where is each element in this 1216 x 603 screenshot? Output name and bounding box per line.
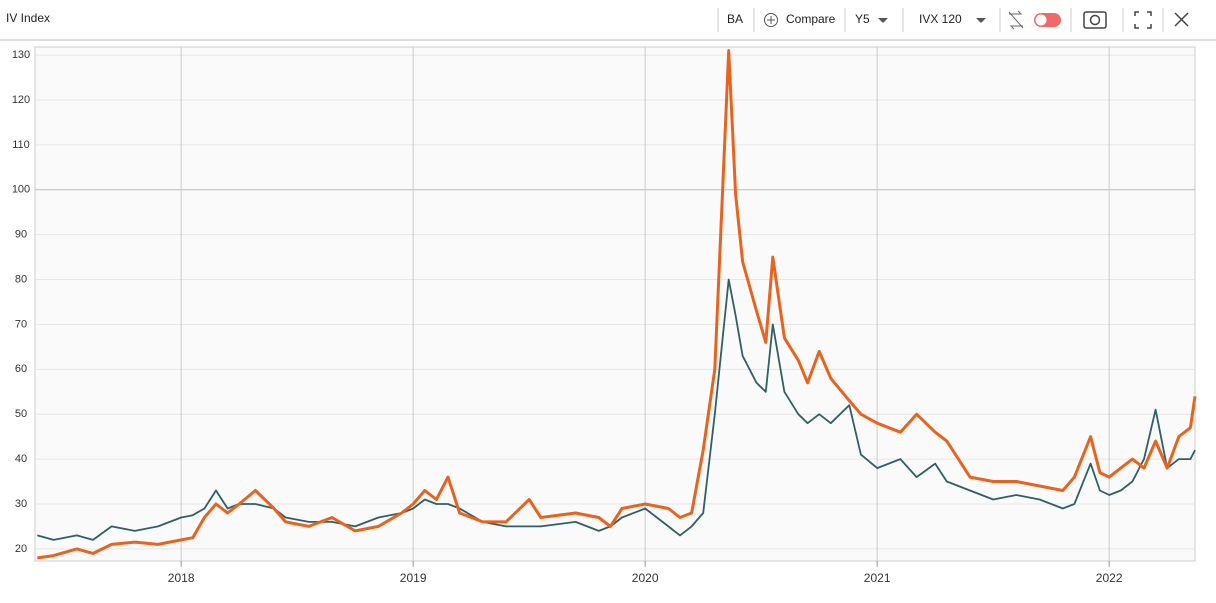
- x-tick-label: 2018: [168, 571, 195, 585]
- y-tick-label: 40: [15, 453, 27, 465]
- close-icon[interactable]: [1174, 12, 1189, 27]
- symbol[interactable]: BA: [727, 12, 743, 26]
- y-tick-label: 110: [12, 139, 30, 151]
- period-select[interactable]: Y5: [855, 12, 870, 26]
- y-tick-label: 70: [15, 318, 27, 330]
- toggle-knob: [1035, 14, 1047, 26]
- x-tick-label: 2022: [1096, 571, 1123, 585]
- camera-lens: [1089, 14, 1101, 26]
- add-icon[interactable]: [764, 13, 778, 27]
- y-tick-label: 100: [12, 184, 30, 196]
- fullscreen-icon[interactable]: [1134, 11, 1152, 29]
- plot-area: [34, 46, 1196, 562]
- y-tick-label: 60: [15, 363, 27, 375]
- x-tick-label: 2019: [400, 571, 427, 585]
- y-tick-label: 130: [12, 49, 30, 61]
- y-tick-label: 120: [12, 94, 30, 106]
- y-tick-label: 30: [15, 498, 27, 510]
- y-tick-label: 90: [15, 229, 27, 241]
- dropdown-arrow[interactable]: [976, 18, 986, 23]
- y-tick-label: 80: [15, 273, 27, 285]
- series-line: [37, 49, 1197, 560]
- chart-title: IV Index: [6, 11, 50, 25]
- series-line: [37, 278, 1196, 541]
- y-tick-label: 50: [15, 408, 27, 420]
- x-tick-label: 2020: [632, 571, 659, 585]
- measure-select[interactable]: IVX 120: [919, 12, 962, 26]
- y-tick-label: 20: [15, 543, 27, 555]
- add-icon-plus: [767, 16, 775, 24]
- camera-icon[interactable]: [1083, 11, 1107, 29]
- dropdown-arrow[interactable]: [878, 18, 888, 23]
- sync-icon[interactable]: [1008, 10, 1024, 30]
- compare-button[interactable]: Compare: [786, 12, 836, 26]
- x-tick-label: 2021: [864, 571, 891, 585]
